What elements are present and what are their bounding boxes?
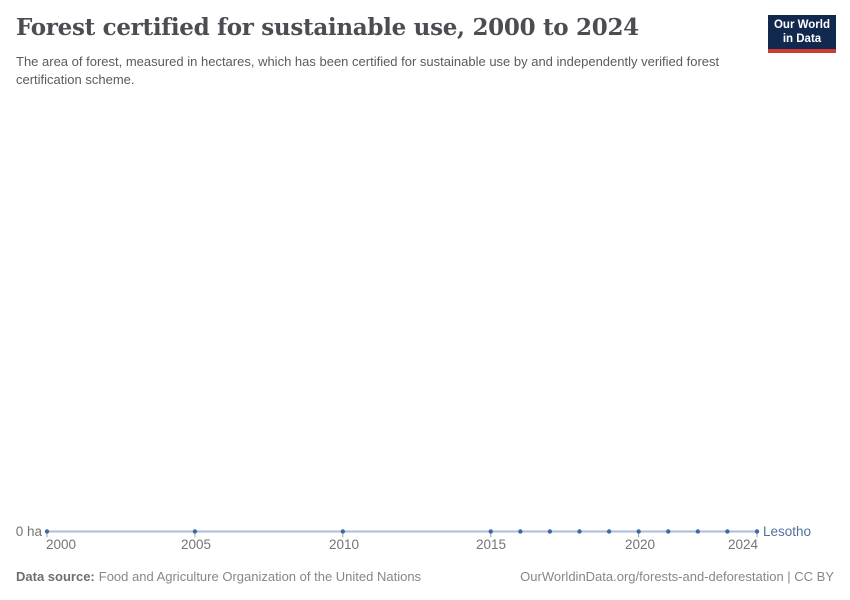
chart-title: Forest certified for sustainable use, 20… [16,14,639,41]
chart-subtitle: The area of forest, measured in hectares… [16,54,720,87]
data-source-value: Food and Agriculture Organization of the… [98,569,422,584]
x-axis-tick-label-2010: 2010 [328,537,360,552]
x-axis-tick-label-2024: 2024 [727,537,758,552]
data-source-label: Data source: [16,569,95,584]
series-label-lesotho[interactable]: Lesotho [763,524,812,539]
data-point-2018 [577,529,582,534]
x-axis-tick-label-2020: 2020 [624,537,656,552]
footer-link[interactable]: OurWorldinData.org/forests-and-deforesta… [520,569,834,584]
data-point-2016 [518,529,523,534]
data-point-2021 [666,529,671,534]
x-axis-tick-label-2005: 2005 [180,537,212,552]
owid-logo-redbar [768,49,836,53]
footer: Data source: Food and Agriculture Organiz… [16,569,834,584]
x-axis-tick-label-2015: 2015 [475,537,507,552]
owid-logo[interactable]: Our World in Data [768,15,836,53]
data-point-2017 [547,529,553,534]
data-point-2015 [488,529,493,534]
owid-logo-line1: Our World [773,19,830,31]
data-point-2000 [44,529,50,534]
owid-logo-box: Our World in Data [768,15,836,49]
data-point-2020 [636,529,641,534]
x-axis-tick-label-2000: 2000 [46,537,77,552]
data-point-2022 [695,529,701,534]
data-point-2023 [725,529,730,534]
owid-logo-line2: in Data [782,32,822,45]
data-point-2019 [606,529,612,534]
data-point-2010 [340,529,346,534]
data-point-2005 [192,529,198,534]
y-axis-tick-label: 0 ha [15,524,42,539]
data-source-line: Data source: Food and Agriculture Organiz… [16,569,421,584]
data-point-2024 [754,529,760,534]
